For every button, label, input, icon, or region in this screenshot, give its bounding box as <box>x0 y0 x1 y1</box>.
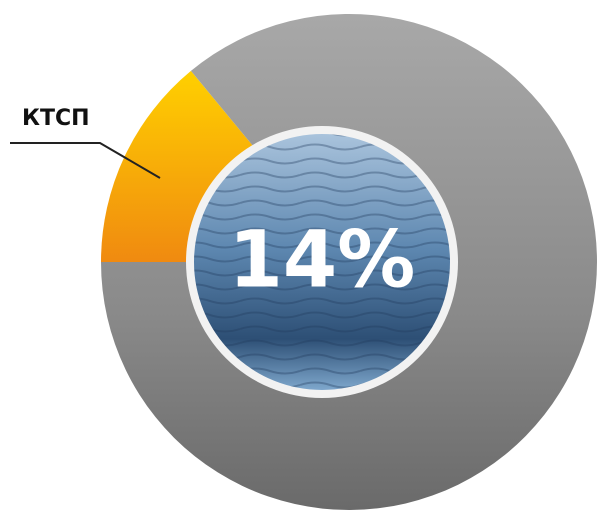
slice-label: КТСП <box>22 106 90 131</box>
chart: 14% КТСП <box>0 0 598 510</box>
center-value: 14% <box>229 215 416 305</box>
